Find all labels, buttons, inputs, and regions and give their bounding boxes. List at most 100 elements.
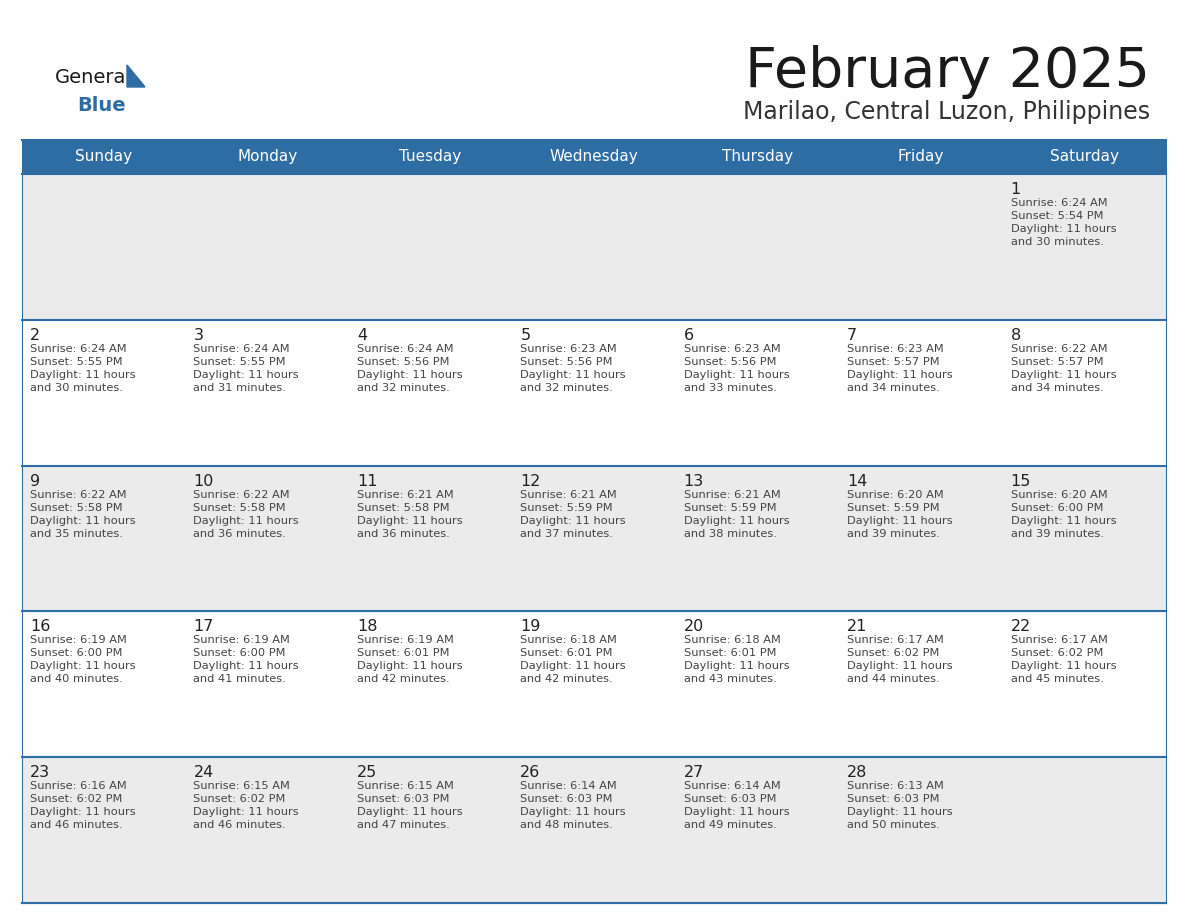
Text: Daylight: 11 hours: Daylight: 11 hours [356, 807, 462, 817]
Bar [676, 611, 839, 757]
Text: and 34 minutes.: and 34 minutes. [847, 383, 940, 393]
Bar [1003, 465, 1165, 611]
Text: 1: 1 [1011, 182, 1020, 197]
Text: 13: 13 [684, 474, 704, 488]
Text: Sunrise: 6:24 AM: Sunrise: 6:24 AM [194, 344, 290, 353]
Text: Tuesday: Tuesday [399, 150, 462, 164]
Text: February 2025: February 2025 [745, 45, 1150, 99]
Bar [839, 611, 1003, 757]
Text: Daylight: 11 hours: Daylight: 11 hours [520, 516, 626, 526]
Text: Sunrise: 6:17 AM: Sunrise: 6:17 AM [847, 635, 944, 645]
Text: Daylight: 11 hours: Daylight: 11 hours [194, 661, 299, 671]
Text: 9: 9 [30, 474, 40, 488]
Text: Daylight: 11 hours: Daylight: 11 hours [684, 661, 789, 671]
Text: Daylight: 11 hours: Daylight: 11 hours [684, 807, 789, 817]
Text: and 30 minutes.: and 30 minutes. [1011, 237, 1104, 247]
Text: Daylight: 11 hours: Daylight: 11 hours [356, 516, 462, 526]
Text: Daylight: 11 hours: Daylight: 11 hours [356, 370, 462, 380]
Text: 25: 25 [356, 766, 377, 780]
Text: and 45 minutes.: and 45 minutes. [1011, 675, 1104, 685]
Bar [349, 611, 512, 757]
Text: and 38 minutes.: and 38 minutes. [684, 529, 777, 539]
Text: Sunset: 6:02 PM: Sunset: 6:02 PM [194, 794, 286, 804]
Text: 16: 16 [30, 620, 50, 634]
Text: and 32 minutes.: and 32 minutes. [520, 383, 613, 393]
Bar [839, 757, 1003, 903]
Text: Sunrise: 6:22 AM: Sunrise: 6:22 AM [30, 489, 127, 499]
Bar [839, 319, 1003, 465]
Text: 18: 18 [356, 620, 378, 634]
Bar [185, 465, 349, 611]
Text: Sunset: 5:56 PM: Sunset: 5:56 PM [356, 357, 449, 367]
Text: Sunset: 6:00 PM: Sunset: 6:00 PM [1011, 502, 1104, 512]
Text: Daylight: 11 hours: Daylight: 11 hours [1011, 516, 1117, 526]
Text: Sunrise: 6:21 AM: Sunrise: 6:21 AM [356, 489, 454, 499]
Text: and 44 minutes.: and 44 minutes. [847, 675, 940, 685]
Text: Sunset: 6:02 PM: Sunset: 6:02 PM [30, 794, 122, 804]
Text: Sunset: 5:56 PM: Sunset: 5:56 PM [520, 357, 613, 367]
Text: Sunrise: 6:17 AM: Sunrise: 6:17 AM [1011, 635, 1107, 645]
Bar [1003, 611, 1165, 757]
Text: Thursday: Thursday [722, 150, 794, 164]
Text: and 36 minutes.: and 36 minutes. [356, 529, 449, 539]
Text: 19: 19 [520, 620, 541, 634]
Text: Sunrise: 6:21 AM: Sunrise: 6:21 AM [684, 489, 781, 499]
Text: Daylight: 11 hours: Daylight: 11 hours [194, 516, 299, 526]
Bar [676, 465, 839, 611]
Text: and 39 minutes.: and 39 minutes. [847, 529, 940, 539]
Text: and 39 minutes.: and 39 minutes. [1011, 529, 1104, 539]
Text: Sunrise: 6:14 AM: Sunrise: 6:14 AM [684, 781, 781, 791]
Text: Sunrise: 6:18 AM: Sunrise: 6:18 AM [520, 635, 617, 645]
Text: 4: 4 [356, 328, 367, 342]
Text: 22: 22 [1011, 620, 1031, 634]
Text: Sunset: 5:57 PM: Sunset: 5:57 PM [847, 357, 940, 367]
Text: Sunrise: 6:22 AM: Sunrise: 6:22 AM [1011, 344, 1107, 353]
Text: and 30 minutes.: and 30 minutes. [30, 383, 122, 393]
Text: 11: 11 [356, 474, 378, 488]
Text: Sunrise: 6:23 AM: Sunrise: 6:23 AM [684, 344, 781, 353]
Text: Sunrise: 6:23 AM: Sunrise: 6:23 AM [847, 344, 944, 353]
Bar [512, 611, 676, 757]
Text: Daylight: 11 hours: Daylight: 11 hours [30, 516, 135, 526]
Bar [185, 319, 349, 465]
Bar [23, 465, 185, 611]
Text: 3: 3 [194, 328, 203, 342]
Bar [676, 757, 839, 903]
Text: Sunset: 6:02 PM: Sunset: 6:02 PM [1011, 648, 1102, 658]
Text: Sunrise: 6:19 AM: Sunrise: 6:19 AM [356, 635, 454, 645]
Text: and 50 minutes.: and 50 minutes. [847, 820, 940, 830]
Text: Sunrise: 6:14 AM: Sunrise: 6:14 AM [520, 781, 617, 791]
Text: Sunrise: 6:15 AM: Sunrise: 6:15 AM [194, 781, 290, 791]
Text: and 46 minutes.: and 46 minutes. [194, 820, 286, 830]
Bar [512, 319, 676, 465]
Text: and 33 minutes.: and 33 minutes. [684, 383, 777, 393]
Text: 24: 24 [194, 766, 214, 780]
Text: Daylight: 11 hours: Daylight: 11 hours [1011, 661, 1117, 671]
Text: Daylight: 11 hours: Daylight: 11 hours [684, 516, 789, 526]
Text: Sunrise: 6:16 AM: Sunrise: 6:16 AM [30, 781, 127, 791]
Bar [512, 174, 676, 319]
Bar [23, 757, 185, 903]
Text: 12: 12 [520, 474, 541, 488]
Text: Sunrise: 6:24 AM: Sunrise: 6:24 AM [356, 344, 454, 353]
Text: Sunset: 5:54 PM: Sunset: 5:54 PM [1011, 211, 1104, 221]
Text: Sunrise: 6:19 AM: Sunrise: 6:19 AM [30, 635, 127, 645]
Text: Sunrise: 6:20 AM: Sunrise: 6:20 AM [1011, 489, 1107, 499]
Text: Saturday: Saturday [1050, 150, 1119, 164]
Text: and 32 minutes.: and 32 minutes. [356, 383, 449, 393]
Text: 27: 27 [684, 766, 704, 780]
Text: Marilao, Central Luzon, Philippines: Marilao, Central Luzon, Philippines [742, 100, 1150, 124]
Text: and 43 minutes.: and 43 minutes. [684, 675, 777, 685]
Text: Sunset: 6:01 PM: Sunset: 6:01 PM [684, 648, 776, 658]
Text: Monday: Monday [238, 150, 297, 164]
Text: and 42 minutes.: and 42 minutes. [356, 675, 449, 685]
Text: Daylight: 11 hours: Daylight: 11 hours [847, 661, 953, 671]
Text: Sunset: 5:59 PM: Sunset: 5:59 PM [847, 502, 940, 512]
Bar [349, 319, 512, 465]
Text: Daylight: 11 hours: Daylight: 11 hours [30, 370, 135, 380]
Text: 7: 7 [847, 328, 858, 342]
Text: Sunrise: 6:20 AM: Sunrise: 6:20 AM [847, 489, 944, 499]
Bar [1003, 174, 1165, 319]
Text: Sunset: 6:02 PM: Sunset: 6:02 PM [847, 648, 940, 658]
Bar [512, 465, 676, 611]
